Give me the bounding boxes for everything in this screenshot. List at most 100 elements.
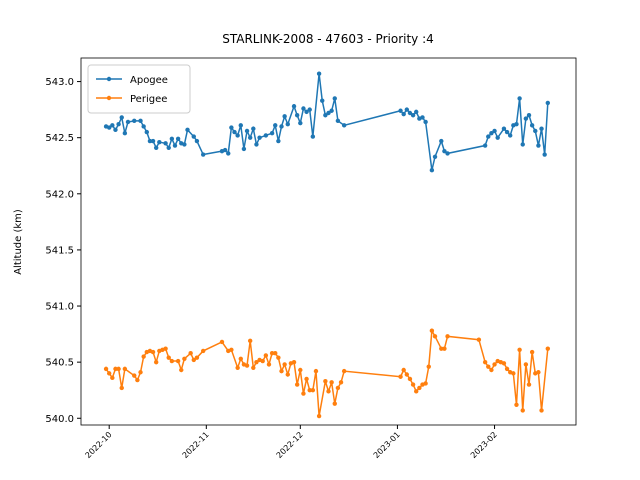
data-point bbox=[122, 366, 128, 372]
data-point bbox=[517, 347, 522, 353]
data-point bbox=[517, 96, 522, 101]
data-point bbox=[445, 334, 450, 339]
y-tick-label: 542.0 bbox=[45, 189, 74, 200]
data-point bbox=[533, 128, 538, 134]
data-point bbox=[313, 368, 319, 374]
data-point bbox=[414, 109, 419, 115]
y-tick-label: 540.0 bbox=[45, 414, 74, 425]
data-point bbox=[508, 133, 513, 138]
data-point bbox=[298, 367, 303, 373]
data-point bbox=[410, 382, 416, 387]
data-point bbox=[110, 123, 115, 128]
legend-label: Perigee bbox=[130, 94, 167, 105]
data-point bbox=[232, 129, 237, 135]
data-point bbox=[429, 328, 435, 333]
data-point bbox=[144, 129, 149, 135]
data-point bbox=[432, 334, 438, 339]
data-point bbox=[125, 119, 131, 125]
data-point bbox=[191, 357, 196, 363]
data-point bbox=[247, 135, 253, 140]
data-point bbox=[238, 356, 243, 361]
data-point bbox=[138, 118, 143, 124]
data-point bbox=[251, 365, 256, 370]
data-point bbox=[404, 372, 410, 377]
data-point bbox=[135, 377, 140, 383]
data-point bbox=[526, 113, 532, 118]
data-point bbox=[219, 339, 225, 345]
data-point bbox=[304, 109, 309, 115]
data-point bbox=[341, 123, 347, 128]
data-point bbox=[226, 151, 231, 156]
y-tick-label: 542.5 bbox=[45, 133, 74, 144]
y-tick-label: 541.0 bbox=[45, 302, 74, 313]
data-point bbox=[301, 106, 306, 111]
data-point bbox=[401, 367, 406, 373]
data-point bbox=[150, 138, 156, 144]
data-point bbox=[122, 130, 128, 136]
data-point bbox=[150, 349, 156, 355]
data-point bbox=[529, 349, 535, 355]
data-point bbox=[307, 107, 312, 112]
legend-marker bbox=[106, 76, 112, 82]
data-point bbox=[254, 359, 259, 365]
data-point bbox=[442, 148, 447, 154]
data-point bbox=[229, 125, 234, 130]
data-point bbox=[332, 401, 337, 406]
data-point bbox=[251, 126, 256, 131]
data-point bbox=[116, 366, 121, 372]
data-point bbox=[229, 347, 234, 353]
data-point bbox=[423, 381, 428, 386]
data-point bbox=[323, 113, 328, 118]
data-point bbox=[398, 374, 403, 379]
data-point bbox=[310, 388, 316, 393]
data-point bbox=[310, 134, 316, 139]
data-point bbox=[103, 366, 109, 372]
data-point bbox=[276, 355, 281, 360]
data-point bbox=[401, 111, 406, 117]
data-point bbox=[329, 108, 334, 113]
data-point bbox=[257, 135, 262, 140]
y-tick-label: 543.0 bbox=[45, 77, 74, 88]
data-point bbox=[163, 346, 168, 351]
data-point bbox=[504, 129, 510, 135]
data-point bbox=[539, 408, 544, 413]
data-point bbox=[326, 389, 331, 394]
data-point bbox=[489, 367, 494, 373]
data-point bbox=[545, 346, 551, 351]
data-point bbox=[341, 368, 347, 374]
data-point bbox=[166, 355, 171, 360]
data-point bbox=[247, 338, 253, 344]
data-point bbox=[141, 124, 146, 129]
data-point bbox=[132, 373, 137, 378]
legend-marker bbox=[106, 95, 112, 101]
y-tick-label: 541.5 bbox=[45, 245, 74, 256]
data-point bbox=[285, 372, 290, 377]
data-point bbox=[301, 391, 306, 396]
data-point bbox=[417, 385, 422, 391]
data-point bbox=[175, 136, 181, 142]
data-point bbox=[542, 152, 547, 157]
data-point bbox=[492, 128, 497, 134]
data-point bbox=[407, 376, 413, 382]
data-point bbox=[235, 133, 240, 138]
data-point bbox=[179, 367, 184, 373]
data-point bbox=[113, 127, 118, 133]
data-point bbox=[407, 110, 413, 116]
data-point bbox=[188, 350, 193, 356]
data-point bbox=[119, 385, 124, 391]
data-point bbox=[307, 388, 312, 393]
data-point bbox=[200, 348, 206, 354]
data-point bbox=[410, 113, 416, 118]
data-point bbox=[420, 115, 425, 120]
data-point bbox=[514, 122, 519, 127]
legend-label: Apogee bbox=[130, 75, 168, 86]
y-tick-label: 540.5 bbox=[45, 358, 74, 369]
data-point bbox=[501, 126, 507, 131]
data-point bbox=[244, 128, 250, 134]
data-point bbox=[263, 353, 269, 358]
data-point bbox=[298, 120, 303, 126]
data-point bbox=[486, 134, 491, 139]
data-point bbox=[276, 138, 281, 144]
data-point bbox=[185, 127, 190, 133]
data-point bbox=[442, 346, 447, 351]
